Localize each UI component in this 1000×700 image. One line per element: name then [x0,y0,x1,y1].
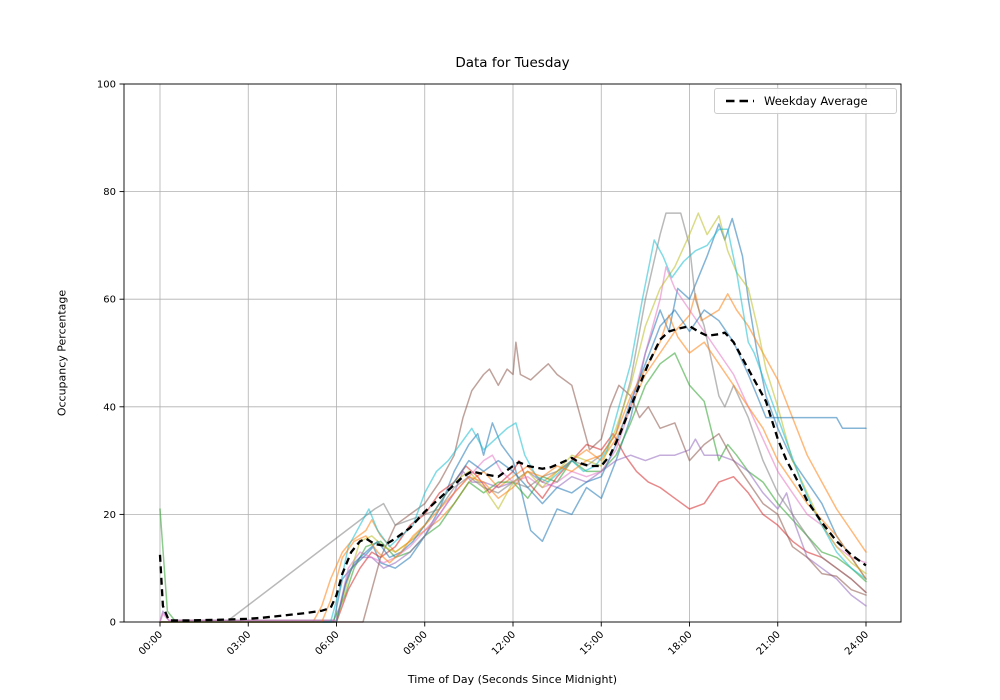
series-line-week_05 [159,438,867,623]
y-tick-label-3: 60 [103,295,116,306]
x-axis-label: Time of Day (Seconds Since Midnight) [407,673,618,686]
series-line-week_02 [159,293,867,623]
x-tick-label-1: 03:00 [225,629,253,657]
axes-spines [123,83,902,623]
legend-dashed-line-sample [726,99,754,103]
x-tick-label-6: 18:00 [666,629,694,657]
y-axis-label: Occupancy Percentage [55,289,69,417]
x-tick-label-8: 24:00 [843,629,871,657]
x-tick-label-4: 12:00 [490,629,518,657]
x-tick-label-0: 00:00 [137,629,165,657]
x-tick-label-3: 09:00 [402,629,430,657]
series-line-week_01 [159,217,867,623]
series-line-week_11 [159,309,867,623]
x-tick-label-5: 15:00 [578,629,606,657]
chart-title: Data for Tuesday [455,55,570,71]
y-tick-label-4: 80 [103,187,116,198]
series-line-week_06 [159,341,867,623]
y-tick-label-1: 20 [103,510,116,521]
legend-label: Weekday Average [764,94,868,108]
series-line-weekday-average [158,324,867,622]
x-tick-label-7: 21:00 [755,629,783,657]
y-tick-label-0: 0 [110,618,116,629]
series-line-week_12 [159,314,867,623]
y-tick-label-5: 100 [97,80,116,91]
legend: Weekday Average [714,88,897,114]
x-tick-label-2: 06:00 [313,629,341,657]
y-tick-label-2: 40 [103,402,116,413]
